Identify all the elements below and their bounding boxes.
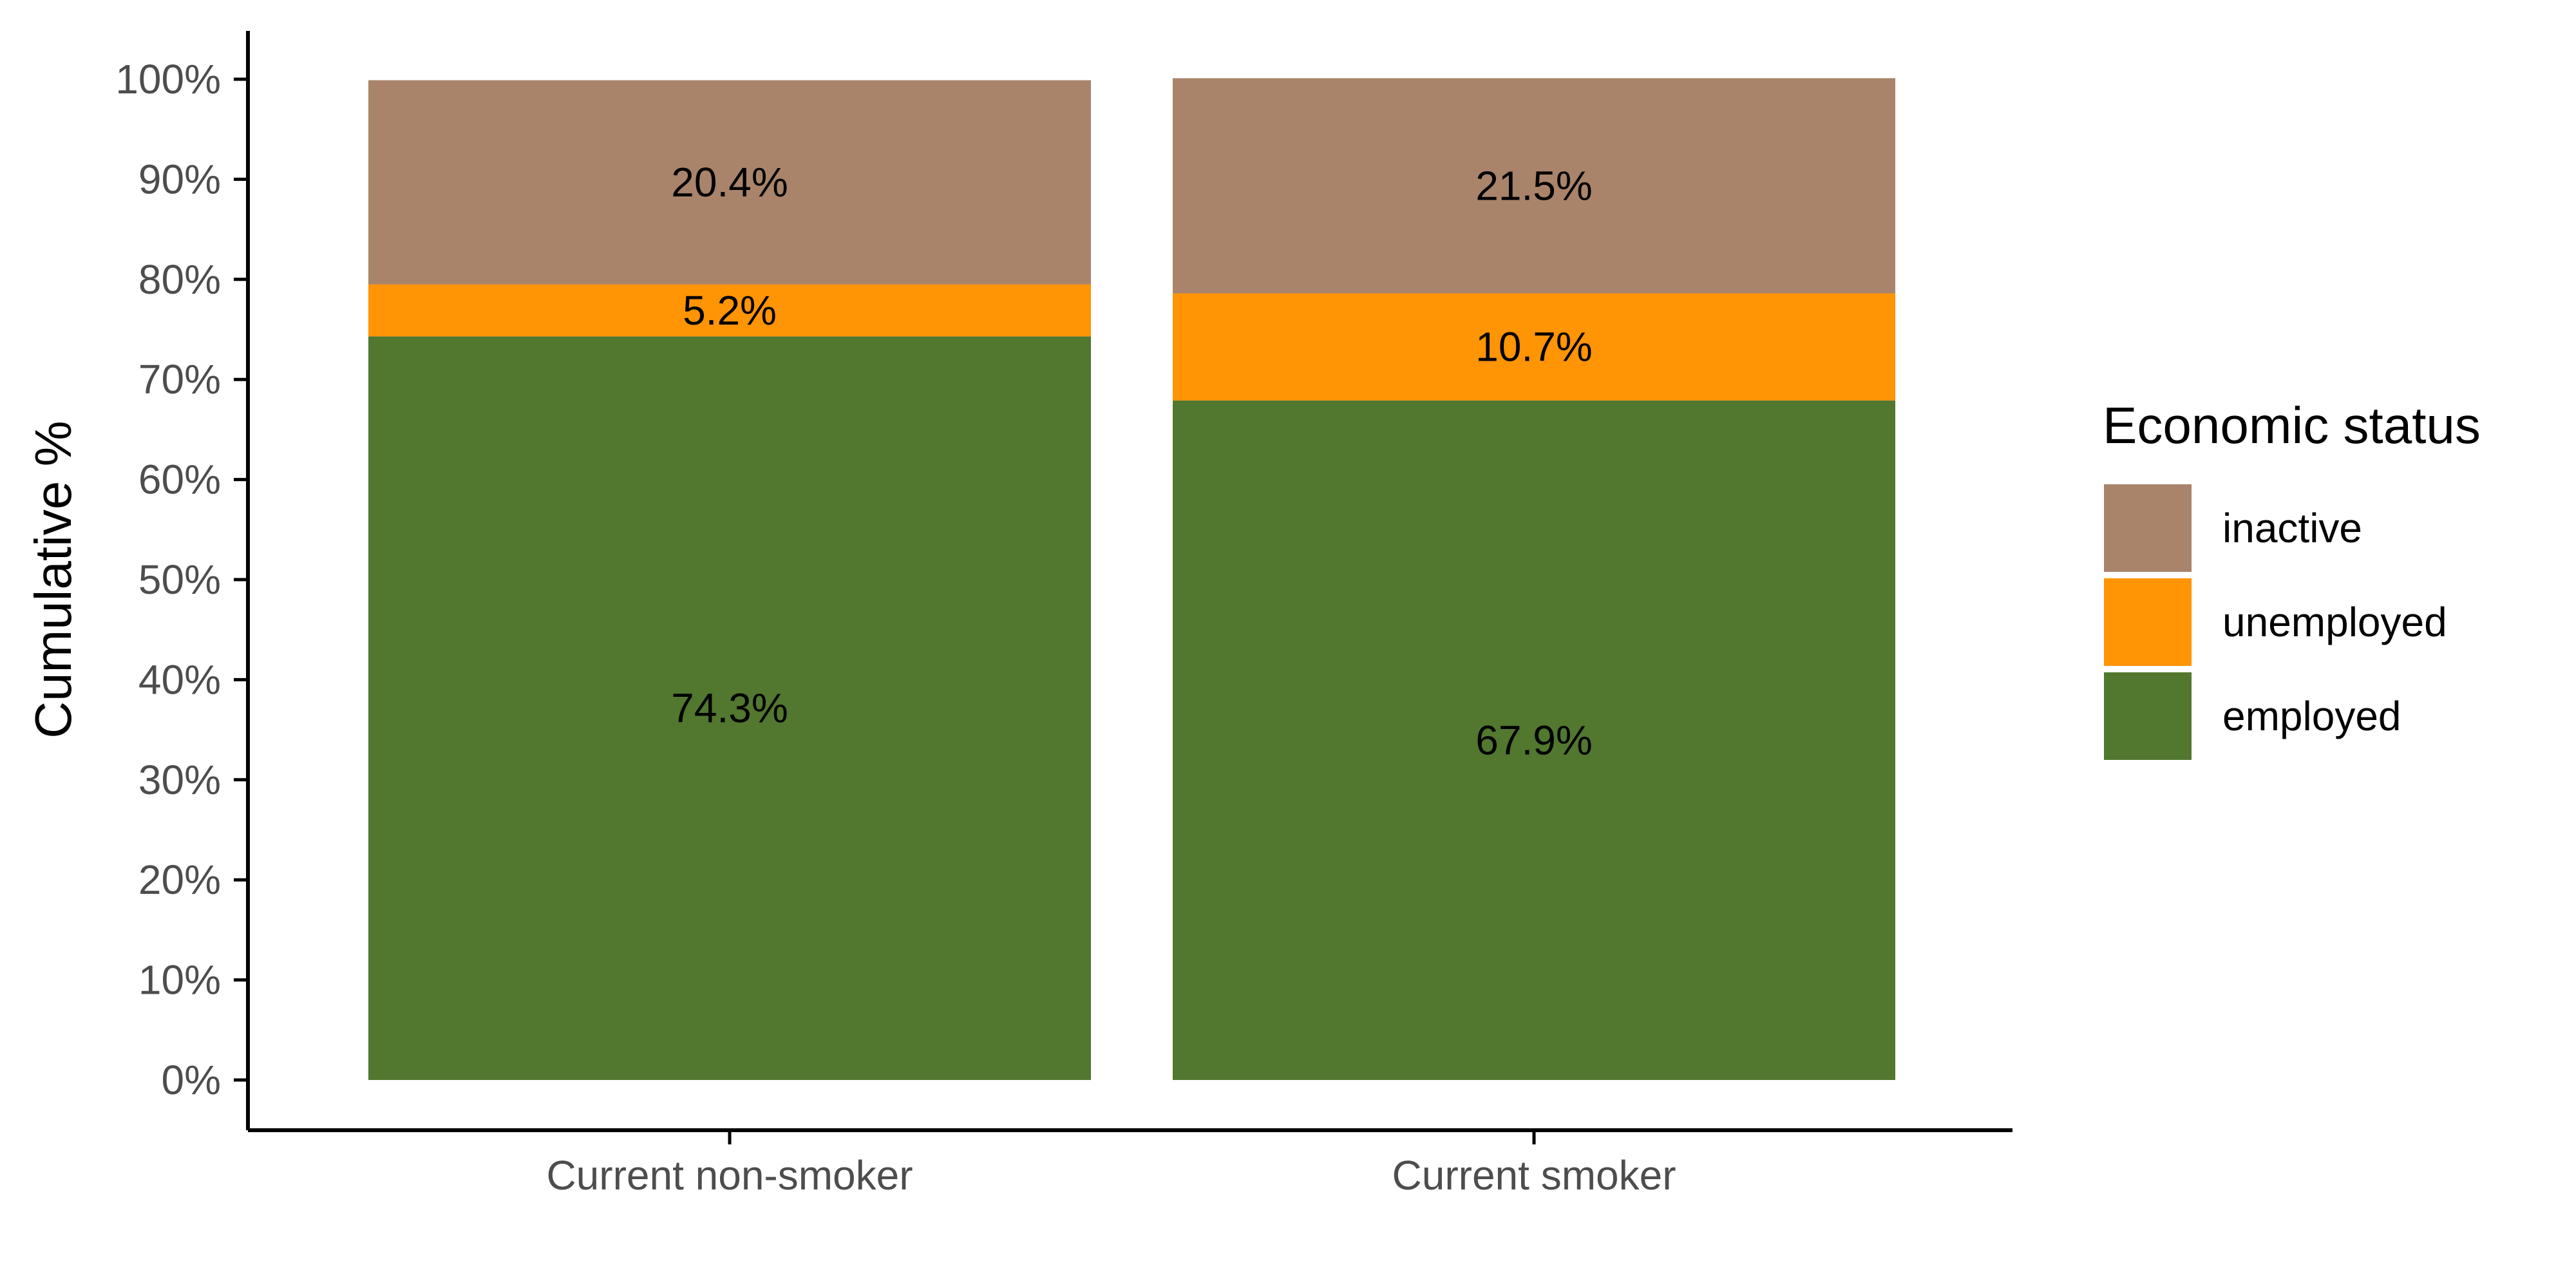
data-labels-layer: 74.3% 5.2% 20.4% 67.9% 10.7% 21.5%: [671, 159, 1592, 763]
x-tick-label-current-non-smoker: Current non-smoker: [546, 1152, 913, 1198]
x-tick-label-current-smoker: Current smoker: [1392, 1152, 1676, 1198]
legend-label-employed: employed: [2222, 693, 2401, 739]
y-tick-label: 90%: [138, 156, 221, 202]
y-tick-label: 10%: [138, 957, 221, 1003]
bar-segment-current-non-smoker-unemployed: [368, 284, 1091, 337]
y-axis: 0% 10% 20% 30% 40% 50% 60% 70% 80% 90% 100%: [115, 31, 250, 1130]
y-axis-title: Cumulative %: [24, 421, 82, 739]
legend-key-inactive: [2104, 484, 2192, 572]
data-label-current-non-smoker-employed: 74.3%: [671, 685, 788, 732]
bar-segment-current-smoker-employed: [1173, 400, 1895, 1080]
bars-layer: [368, 78, 1895, 1081]
bar-segment-current-smoker-unemployed: [1173, 293, 1895, 401]
y-tick-label: 80%: [138, 256, 221, 303]
data-label-current-smoker-unemployed: 10.7%: [1475, 324, 1592, 370]
y-tick-label: 40%: [138, 656, 221, 703]
y-tick-label: 50%: [138, 556, 221, 603]
legend: Economic status inactive unemployed employ…: [2103, 397, 2481, 760]
data-label-current-smoker-inactive: 21.5%: [1475, 163, 1592, 209]
y-tick-label: 30%: [138, 757, 221, 803]
bar-segment-current-non-smoker-employed: [368, 336, 1091, 1081]
legend-label-unemployed: unemployed: [2222, 599, 2447, 645]
y-tick-label: 0%: [162, 1057, 222, 1103]
legend-key-employed: [2104, 672, 2192, 760]
bar-segment-current-smoker-inactive: [1173, 78, 1895, 294]
y-tick-label: 60%: [138, 457, 221, 503]
bar-segment-current-non-smoker-inactive: [368, 80, 1091, 285]
legend-title: Economic status: [2103, 397, 2481, 454]
y-tick-label: 20%: [138, 857, 221, 903]
legend-label-inactive: inactive: [2222, 505, 2362, 551]
data-label-current-non-smoker-inactive: 20.4%: [671, 159, 788, 205]
y-tick-label: 100%: [115, 56, 221, 102]
data-label-current-smoker-employed: 67.9%: [1475, 717, 1592, 763]
legend-key-unemployed: [2104, 578, 2192, 666]
data-label-current-non-smoker-unemployed: 5.2%: [683, 287, 777, 334]
y-tick-label: 70%: [138, 356, 221, 402]
x-axis: Current non-smoker Current smoker: [248, 1128, 2012, 1198]
